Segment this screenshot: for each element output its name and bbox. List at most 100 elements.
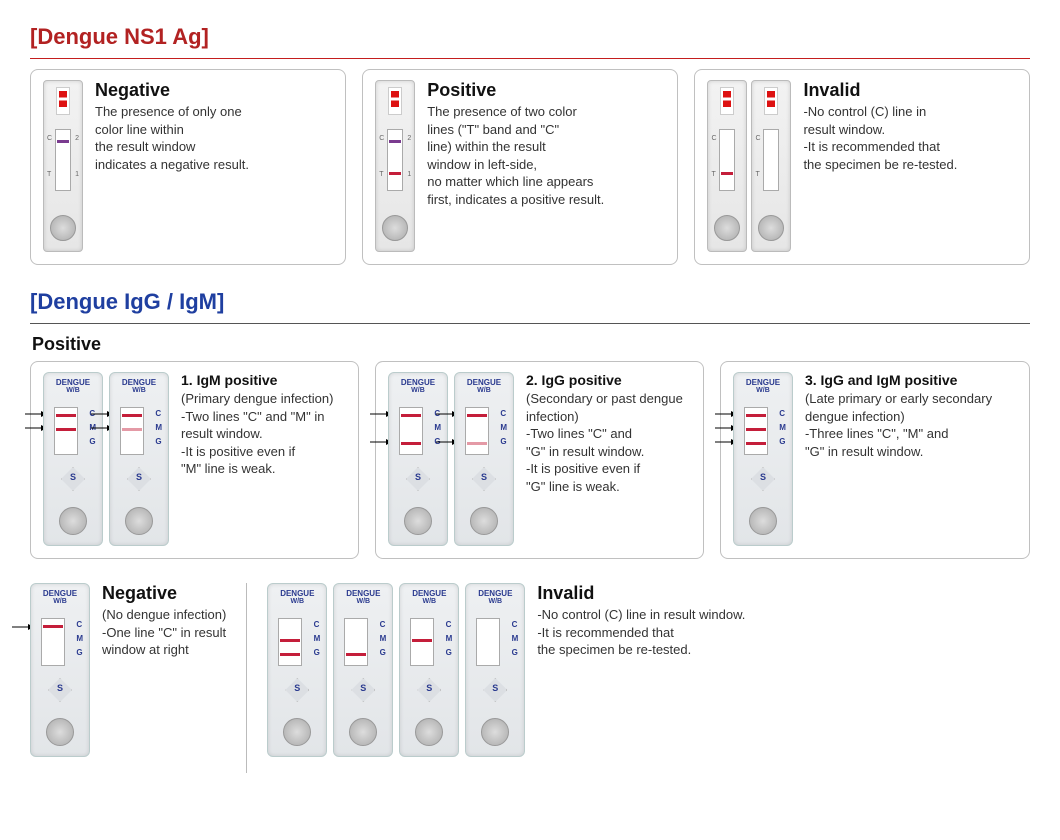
cassette-sublabel: W/B bbox=[31, 598, 89, 605]
cassette-label: DENGUE bbox=[401, 378, 435, 387]
result-window bbox=[387, 129, 403, 191]
result-window bbox=[120, 407, 144, 455]
sample-well bbox=[758, 215, 784, 241]
result-window bbox=[476, 618, 500, 666]
arrow-icon bbox=[715, 408, 735, 458]
cassette-igg-strong: DENGUEW/B C M G bbox=[388, 372, 448, 546]
cassette-invalid-2: DENGUEW/B C M G bbox=[333, 583, 393, 757]
sample-well bbox=[470, 507, 498, 535]
letters-cmg: C M G bbox=[155, 407, 162, 449]
block-title: Invalid bbox=[537, 583, 745, 604]
cassette-ns1-positive: C T 2 1 bbox=[375, 80, 415, 252]
sample-diamond bbox=[472, 467, 496, 491]
mark-t: T bbox=[755, 171, 759, 178]
sample-well bbox=[59, 507, 87, 535]
result-window bbox=[54, 407, 78, 455]
sample-diamond bbox=[751, 467, 775, 491]
sample-well bbox=[349, 718, 377, 746]
cassette-sublabel: W/B bbox=[466, 598, 524, 605]
result-window bbox=[719, 129, 735, 191]
mark-c: C bbox=[755, 135, 760, 142]
cassette-invalid-3: DENGUEW/B C M G bbox=[399, 583, 459, 757]
card-ns1-positive: C T 2 1 Positive The presence of two col… bbox=[362, 69, 678, 265]
cassette-sublabel: W/B bbox=[110, 387, 168, 394]
band-c bbox=[57, 140, 69, 143]
band-t bbox=[389, 172, 401, 175]
arrow-icon bbox=[436, 408, 456, 458]
band-g bbox=[346, 653, 366, 656]
cassette-label: DENGUE bbox=[746, 378, 780, 387]
mark-t: T bbox=[379, 171, 383, 178]
letters-cmg: C M G bbox=[779, 407, 786, 449]
result-window bbox=[744, 407, 768, 455]
band-m bbox=[280, 639, 300, 642]
sample-well bbox=[749, 507, 777, 535]
mark-1: 1 bbox=[407, 171, 411, 178]
sample-diamond bbox=[61, 467, 85, 491]
sample-diamond bbox=[285, 678, 309, 702]
result-window bbox=[763, 129, 779, 191]
mark-t: T bbox=[47, 171, 51, 178]
card-title: Invalid bbox=[803, 80, 957, 101]
arrow-icon bbox=[91, 408, 111, 448]
card-ns1-negative: C T 2 1 Negative The presence of only on… bbox=[30, 69, 346, 265]
letters-cmg: C M G bbox=[76, 618, 83, 660]
mark-c: C bbox=[47, 135, 52, 142]
band-c bbox=[401, 414, 421, 417]
card-text: (Primary dengue infection) -Two lines "C… bbox=[181, 390, 333, 478]
subsection-positive: Positive bbox=[32, 334, 1030, 355]
band-c bbox=[389, 140, 401, 143]
cassette-label: DENGUE bbox=[56, 378, 90, 387]
cassette-label: DENGUE bbox=[122, 378, 156, 387]
card-title: 2. IgG positive bbox=[526, 372, 683, 388]
card-igg-positive: DENGUEW/B C M G DENGUEW/B bbox=[375, 361, 704, 559]
card-igg-igm-positive: DENGUEW/B C M G 3. IgG and IgM positive … bbox=[720, 361, 1030, 559]
ig-bottom-row: DENGUEW/B C M G Negative (No dengue infe… bbox=[30, 583, 1030, 773]
card-text: -No control (C) line in result window. -… bbox=[803, 103, 957, 173]
cassette-label: DENGUE bbox=[43, 589, 77, 598]
letters-cmg: C M G bbox=[446, 618, 453, 660]
block-title: Negative bbox=[102, 583, 226, 604]
band-g-weak bbox=[467, 442, 487, 445]
band-g bbox=[401, 442, 421, 445]
card-title: Positive bbox=[427, 80, 604, 101]
card-text: (Late primary or early secondary dengue … bbox=[805, 390, 992, 460]
sample-diamond bbox=[127, 467, 151, 491]
cassette-invalid-1: DENGUEW/B C M G bbox=[267, 583, 327, 757]
sample-well bbox=[46, 718, 74, 746]
band-m-weak bbox=[122, 428, 142, 431]
cassette-group: DENGUEW/B C M G DENGUEW/B bbox=[43, 372, 169, 546]
block-text: -No control (C) line in result window. -… bbox=[537, 606, 745, 659]
card-title: 1. IgM positive bbox=[181, 372, 333, 388]
sample-well bbox=[714, 215, 740, 241]
card-text: (Secondary or past dengue infection) -Tw… bbox=[526, 390, 683, 495]
cassette-invalid-4: DENGUEW/B C M G bbox=[465, 583, 525, 757]
mark-t: T bbox=[711, 171, 715, 178]
cassette-sublabel: W/B bbox=[389, 387, 447, 394]
ns1-row: C T 2 1 Negative The presence of only on… bbox=[30, 69, 1030, 265]
cassette-sublabel: W/B bbox=[334, 598, 392, 605]
band-m bbox=[56, 428, 76, 431]
cassette-ns1-negative: C T 2 1 bbox=[43, 80, 83, 252]
mark-2: 2 bbox=[407, 135, 411, 142]
cassette-sublabel: W/B bbox=[268, 598, 326, 605]
sample-diamond bbox=[351, 678, 375, 702]
band-c bbox=[43, 625, 63, 628]
block-text: (No dengue infection) -One line "C" in r… bbox=[102, 606, 226, 659]
cassette-label: DENGUE bbox=[280, 589, 314, 598]
result-window bbox=[410, 618, 434, 666]
section-title-ig: [Dengue IgG / IgM] bbox=[30, 289, 1030, 315]
cassette-group: DENGUEW/B C M G DENGUEW/B bbox=[388, 372, 514, 546]
band-g bbox=[746, 442, 766, 445]
sample-well bbox=[481, 718, 509, 746]
band-c bbox=[746, 414, 766, 417]
card-title: 3. IgG and IgM positive bbox=[805, 372, 992, 388]
band-m bbox=[746, 428, 766, 431]
cassette-label: DENGUE bbox=[412, 589, 446, 598]
sample-well bbox=[415, 718, 443, 746]
cassette-label: DENGUE bbox=[346, 589, 380, 598]
sample-well bbox=[50, 215, 76, 241]
result-window bbox=[55, 129, 71, 191]
sample-well bbox=[404, 507, 432, 535]
result-window bbox=[41, 618, 65, 666]
